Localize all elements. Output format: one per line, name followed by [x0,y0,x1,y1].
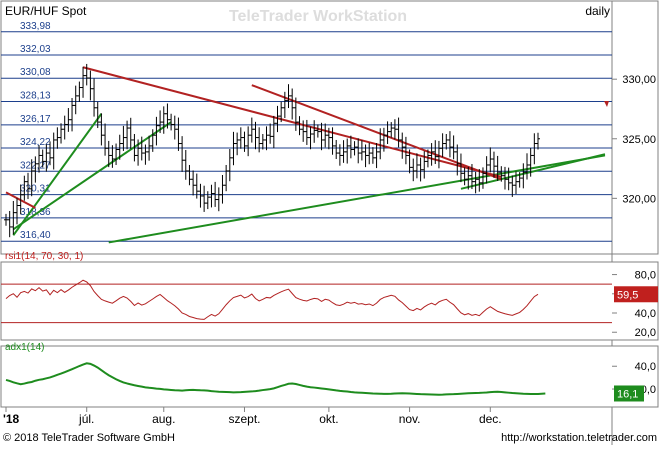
chart-title: EUR/HUF Spot [5,4,87,18]
rsi-title: rsi1(14, 70, 30, 1) [5,251,83,262]
rsi-y-tick-label: 40,0 [635,308,656,320]
x-tick-label: '18 [3,412,20,426]
watermark: TeleTrader WorkStation [229,8,407,25]
level-label: 328,13 [20,90,51,101]
period-label: daily [585,4,610,18]
x-tick-label: okt. [319,412,338,426]
x-tick-label: nov. [399,412,421,426]
x-tick-label: dec. [479,412,502,426]
level-label: 320,31 [20,184,51,195]
x-tick-label: szept. [228,412,260,426]
level-label: 330,08 [20,67,51,78]
trend-line [12,121,172,231]
x-tick-label: aug. [152,412,175,426]
level-label: 324,22 [20,137,51,148]
scroll-arrow-icon[interactable] [604,101,609,107]
rsi-panel: 80,060,040,020,059,5 [1,270,658,339]
price-series [4,63,540,238]
trend-line [108,154,606,244]
x-tick-label: júl. [78,412,94,426]
adx-panel-frame [0,345,659,408]
adx-last-value: 16,1 [617,388,638,400]
level-label: 333,98 [20,21,51,32]
x-axis: '18 júl. aug. szept. okt. nov. dec. [3,407,502,426]
y-tick-label: 325,00 [622,134,656,146]
level-label: 318,36 [20,207,51,218]
y-tick-label: 330,00 [622,74,656,86]
copyright-text: © 2018 TeleTrader Software GmbH [3,432,175,444]
rsi-line [5,279,539,320]
level-label: 326,17 [20,114,51,125]
footer-url[interactable]: http://workstation.teletrader.com [501,432,657,444]
price-y-axis: 330,00 325,00 320,00 [612,74,656,205]
adx-y-tick-label: 40,0 [635,361,656,373]
y-tick-label: 320,00 [622,193,656,205]
level-label: 332,03 [20,44,51,55]
rsi-y-tick-label: 80,0 [635,270,656,282]
trend-line [12,113,103,236]
level-label: 316,40 [20,230,51,241]
rsi-last-badge [614,286,658,303]
rsi-last-value: 59,5 [617,289,638,301]
adx-title: adx1(14) [5,342,44,353]
price-panel-frame [0,0,659,255]
adx-line [5,362,546,396]
adx-last-badge [614,385,644,402]
rsi-y-tick-label: 20,0 [635,327,656,339]
adx-panel: 40,020,016,1 [5,361,656,402]
trend-line [460,153,606,190]
